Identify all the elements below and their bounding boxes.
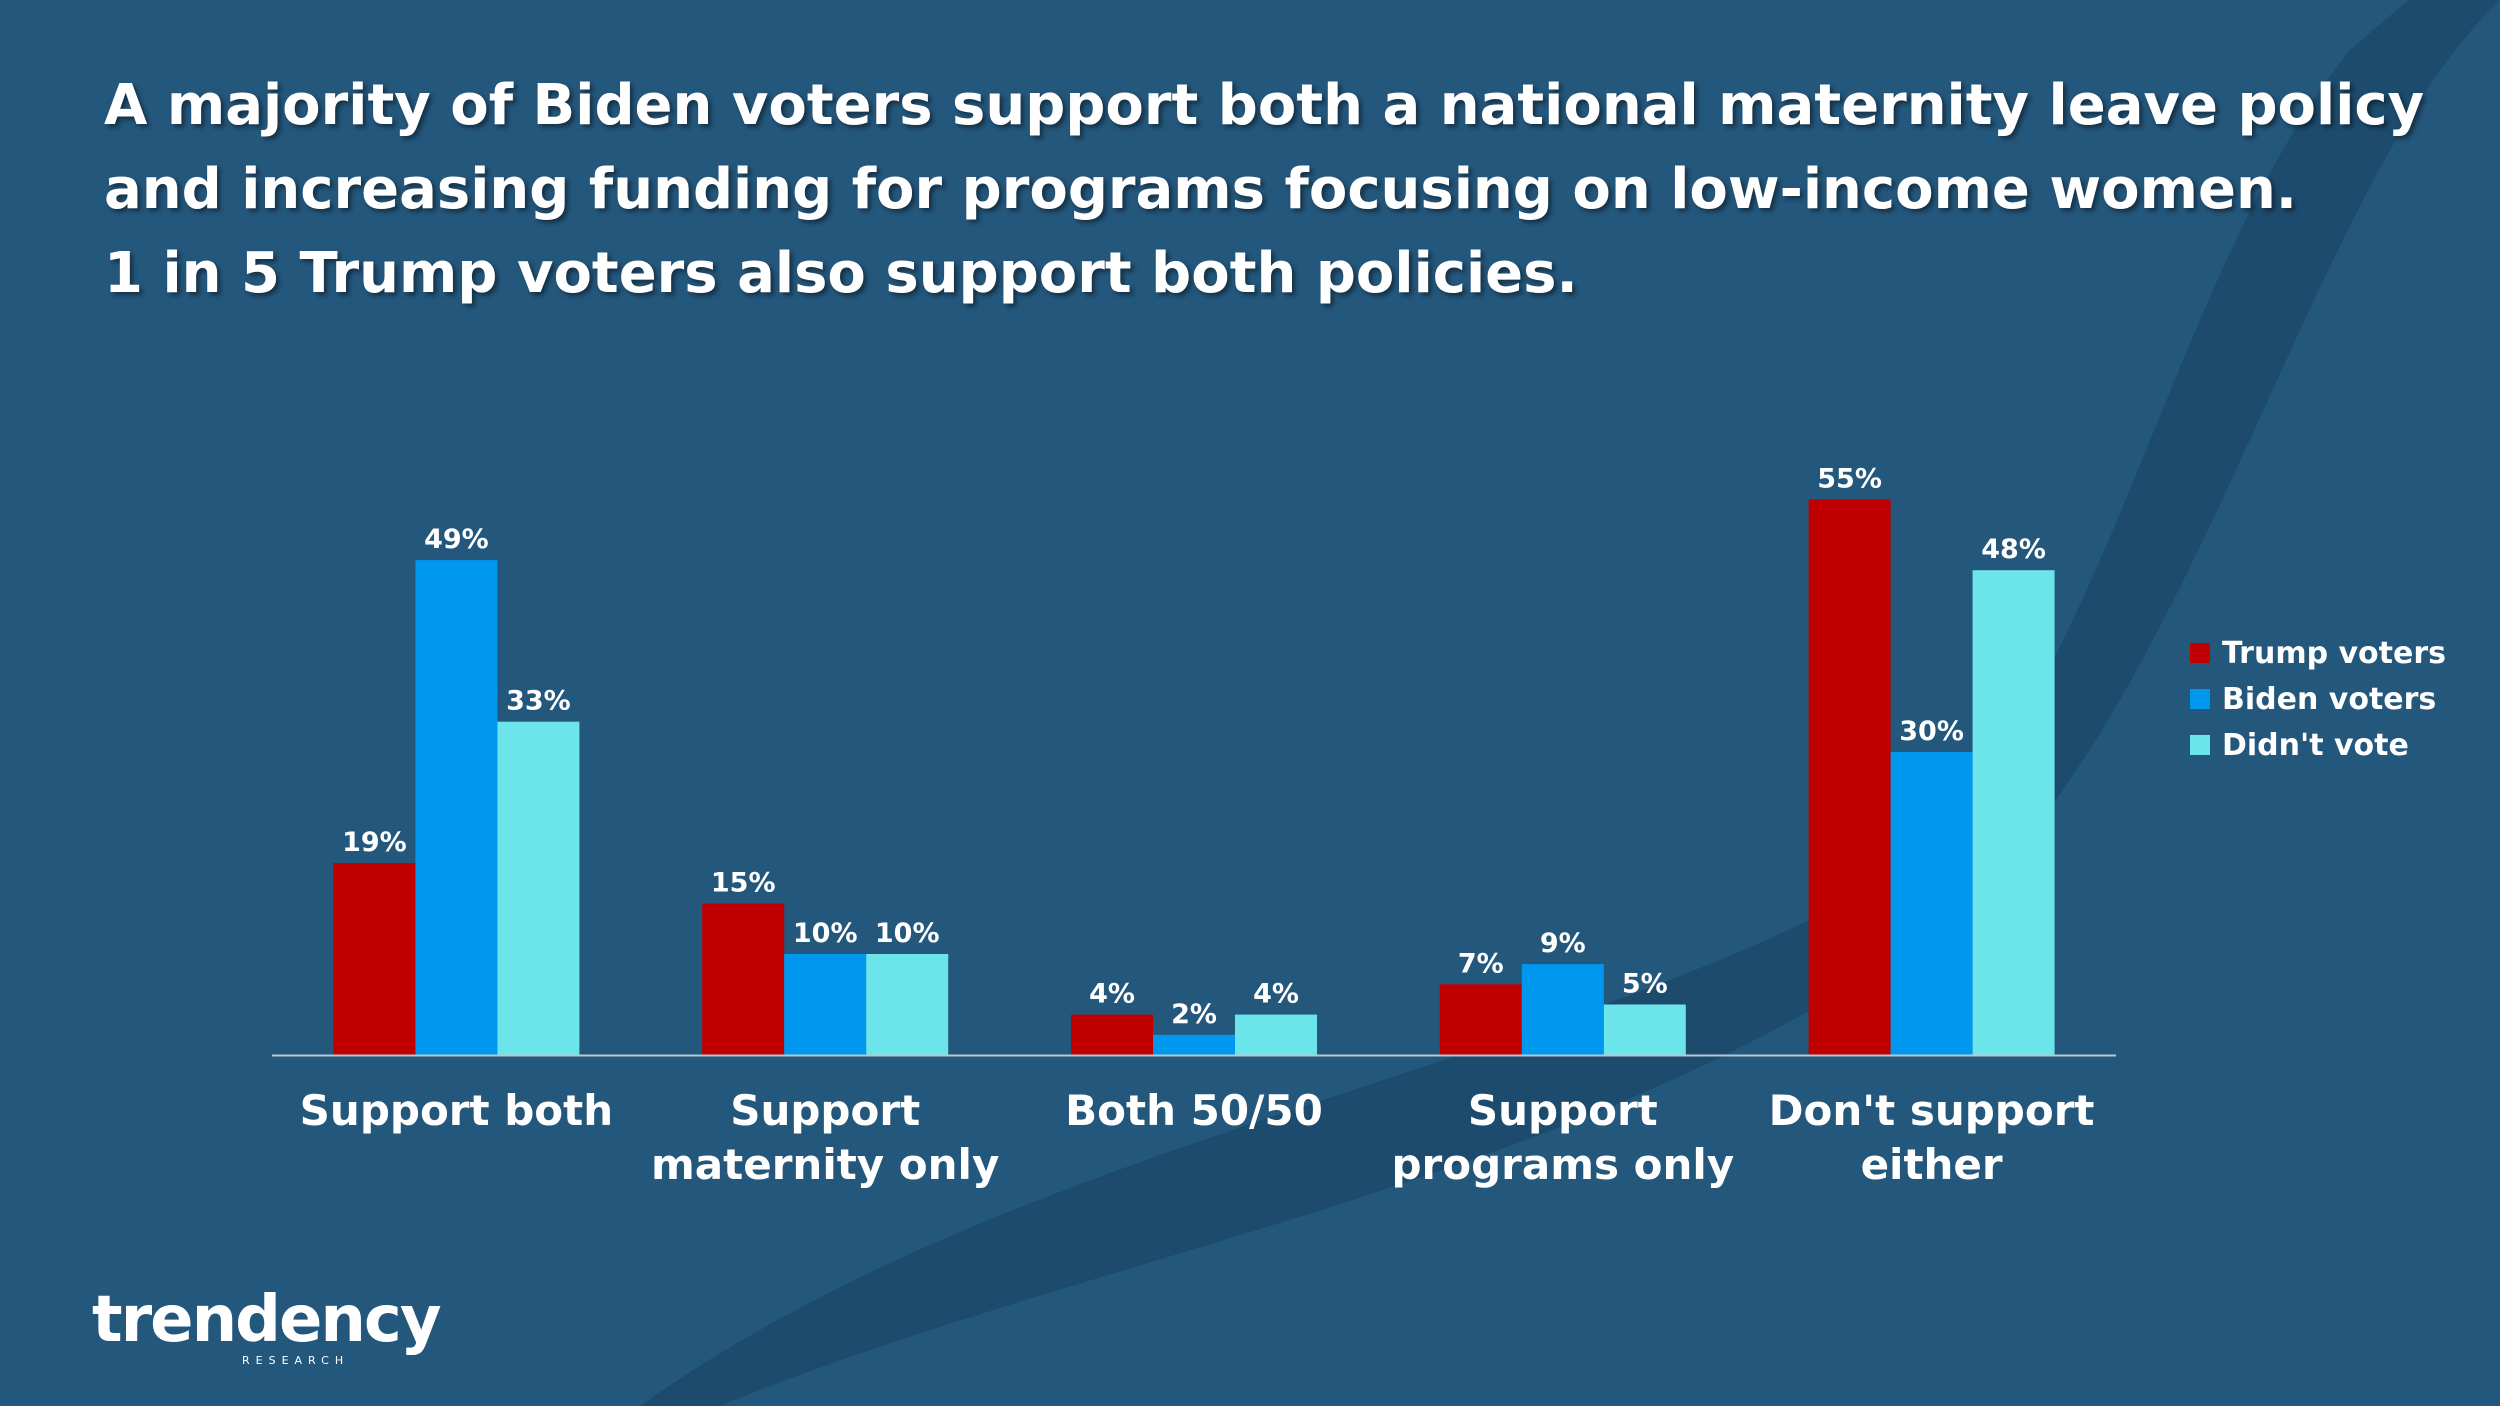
bar-biden-voters-5	[1890, 752, 1973, 1055]
category-label-2-line-1: Support	[730, 1086, 920, 1135]
bar-didn-t-vote-4	[1603, 1004, 1686, 1055]
bar-didn-t-vote-3	[1235, 1014, 1317, 1055]
category-label-5-line-1: Don't support	[1769, 1086, 2095, 1135]
data-label-trump-voters-1: 19%	[342, 827, 407, 858]
category-label-2-line-2: maternity only	[651, 1140, 999, 1189]
data-label-didn-t-vote-3: 4%	[1253, 979, 1299, 1010]
trendency-logo: trendency RESEARCH	[92, 1283, 442, 1367]
category-label-3: Both 50/50	[1065, 1086, 1323, 1135]
bar-didn-t-vote-2	[866, 954, 949, 1055]
chart-legend: Trump voters Biden voters Didn't vote	[2190, 630, 2446, 768]
logo-wordmark: trendency	[92, 1283, 442, 1357]
title-line-3: 1 in 5 Trump voters also support both po…	[104, 241, 1578, 306]
data-label-didn-t-vote-1: 33%	[506, 686, 571, 717]
data-label-trump-voters-4: 7%	[1458, 948, 1504, 979]
bar-biden-voters-2	[784, 954, 867, 1055]
title-line-1: A majority of Biden voters support both …	[104, 73, 2425, 138]
category-label-1-line-1: Support both	[300, 1086, 613, 1135]
bar-trump-voters-4	[1439, 984, 1522, 1055]
data-label-trump-voters-2: 15%	[711, 868, 776, 899]
data-label-didn-t-vote-2: 10%	[875, 918, 940, 949]
category-label-5: Don't support either	[1769, 1086, 2095, 1189]
data-label-biden-voters-4: 9%	[1540, 928, 1586, 959]
legend-swatch-trump-voters	[2190, 643, 2210, 663]
chart-title: A majority of Biden voters support both …	[104, 64, 2425, 316]
bar-trump-voters-1	[333, 863, 416, 1055]
data-label-didn-t-vote-5: 48%	[1981, 534, 2046, 565]
bar-biden-voters-1	[415, 560, 498, 1055]
bar-didn-t-vote-1	[497, 721, 580, 1055]
title-line-2: and increasing funding for programs focu…	[104, 157, 2298, 222]
legend-swatch-biden-voters	[2190, 689, 2210, 709]
category-label-4-line-1: Support	[1468, 1086, 1658, 1135]
data-label-biden-voters-3: 2%	[1171, 999, 1217, 1030]
legend-label-didnt-vote: Didn't vote	[2222, 727, 2409, 763]
legend-label-trump-voters: Trump voters	[2222, 635, 2447, 671]
category-label-2: Support maternity only	[651, 1086, 999, 1189]
category-label-4: Support programs only	[1391, 1086, 1734, 1189]
bar-biden-voters-4	[1521, 964, 1604, 1055]
data-label-didn-t-vote-4: 5%	[1622, 969, 1668, 1000]
legend-item-biden-voters: Biden voters	[2190, 676, 2446, 722]
bar-trump-voters-5	[1808, 499, 1891, 1055]
category-label-1: Support both	[300, 1086, 613, 1135]
bar-trump-voters-2	[702, 903, 785, 1055]
category-label-5-line-2: either	[1861, 1140, 2003, 1189]
category-label-3-line-1: Both 50/50	[1065, 1086, 1323, 1135]
data-label-trump-voters-5: 55%	[1817, 464, 1882, 495]
data-label-biden-voters-2: 10%	[793, 918, 858, 949]
data-label-trump-voters-3: 4%	[1089, 979, 1135, 1010]
logo-subtitle: RESEARCH	[242, 1354, 350, 1367]
category-label-4-line-2: programs only	[1391, 1140, 1734, 1189]
data-label-biden-voters-1: 49%	[424, 524, 489, 555]
bar-biden-voters-3	[1153, 1034, 1235, 1055]
legend-item-trump-voters: Trump voters	[2190, 630, 2446, 676]
bar-trump-voters-3	[1071, 1014, 1153, 1055]
legend-swatch-didnt-vote	[2190, 735, 2210, 755]
legend-item-didnt-vote: Didn't vote	[2190, 722, 2446, 768]
data-label-biden-voters-5: 30%	[1899, 716, 1964, 747]
bar-didn-t-vote-5	[1972, 570, 2055, 1055]
legend-label-biden-voters: Biden voters	[2222, 681, 2437, 717]
